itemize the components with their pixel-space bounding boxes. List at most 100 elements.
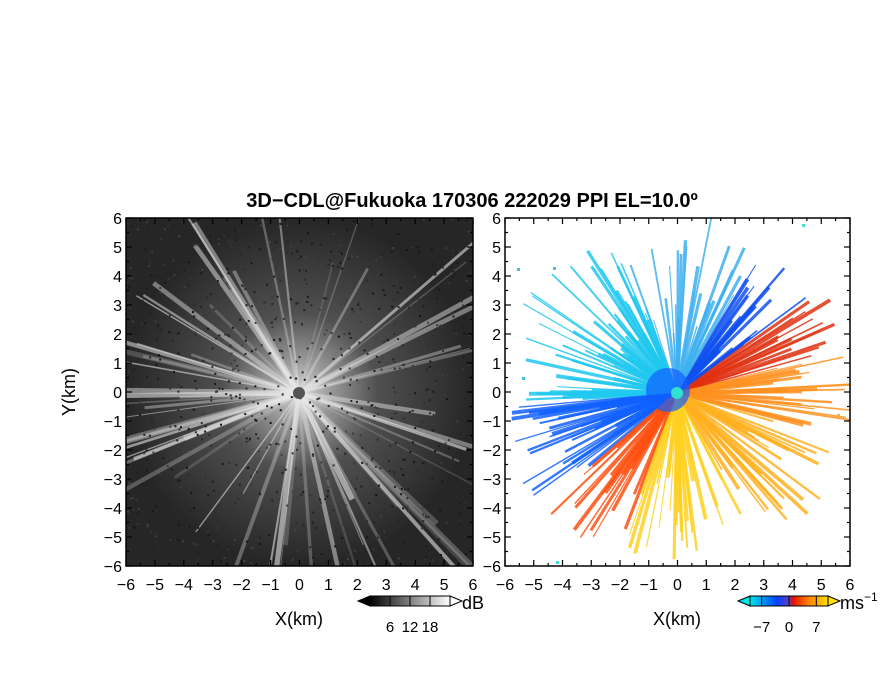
y-tick-label: 4 [492, 269, 501, 286]
reflectivity-speckle [372, 540, 375, 543]
reflectivity-speckle [380, 368, 383, 371]
reflectivity-speckle [250, 546, 253, 549]
reflectivity-speckle [353, 417, 356, 420]
reflectivity-speckle [325, 329, 328, 332]
y-tick-label: 0 [492, 385, 501, 402]
reflectivity-speckle [155, 363, 158, 366]
reflectivity-ray [297, 267, 369, 394]
reflectivity-speckle [250, 483, 253, 486]
reflectivity-speckle [354, 488, 357, 491]
reflectivity-speckle [332, 509, 335, 512]
reflectivity-speckle [319, 501, 322, 504]
reflectivity-speckle [137, 507, 140, 510]
reflectivity-speckle [417, 389, 420, 392]
reflectivity-speckle [313, 259, 316, 262]
reflectivity-speckle [348, 332, 351, 335]
reflectivity-speckle [336, 447, 339, 450]
reflectivity-speckle [192, 507, 195, 510]
reflectivity-speckle [221, 462, 224, 465]
reflectivity-ray [152, 281, 301, 395]
reflectivity-speckle [177, 332, 180, 335]
reflectivity-speckle [327, 490, 330, 493]
velocity-panel: −6 −5 −4 −3 −2 −1 0 1 2 3 4 5 6 −6 −5 −4 −3 −2 −1 0 1 2 3 4 5 6 X… [483, 211, 855, 629]
reflectivity-speckle [348, 347, 351, 350]
reflectivity-speckle [438, 373, 441, 376]
reflectivity-speckle [367, 400, 370, 403]
reflectivity-speckle [253, 469, 256, 472]
reflectivity-speckle [359, 562, 362, 565]
reflectivity-speckle [378, 534, 381, 537]
reflectivity-speckle [146, 524, 149, 527]
reflectivity-speckle [383, 293, 386, 296]
x-tick-label: −2 [233, 577, 251, 594]
reflectivity-speckle [274, 318, 277, 321]
reflectivity-speckle [330, 248, 333, 251]
reflectivity-speckle [331, 264, 334, 267]
reflectivity-speckle [422, 520, 425, 523]
reflectivity-speckle [252, 401, 255, 404]
reflectivity-speckle [138, 559, 141, 562]
reflectivity-speckle [290, 427, 293, 430]
reflectivity-speckle [466, 517, 469, 520]
reflectivity-speckle [151, 548, 154, 551]
reflectivity-speckle [411, 246, 414, 249]
reflectivity-speckle [151, 510, 154, 513]
reflectivity-speckle [450, 551, 453, 554]
reflectivity-speckle [169, 455, 172, 458]
velocity-colorbar-unit: ms−1 [840, 590, 878, 613]
reflectivity-speckle [231, 326, 234, 329]
reflectivity-speckle [314, 375, 317, 378]
reflectivity-speckle [330, 332, 333, 335]
reflectivity-speckle [456, 495, 459, 498]
reflectivity-speckle [451, 457, 454, 460]
reflectivity-speckle [229, 344, 232, 347]
reflectivity-speckle [330, 250, 333, 253]
reflectivity-speckle [404, 421, 407, 424]
reflectivity-speckle [305, 283, 308, 286]
reflectivity-speckle [299, 255, 302, 258]
reflectivity-speckle [162, 380, 165, 383]
reflectivity-speckle [176, 479, 179, 482]
reflectivity-speckle [271, 326, 274, 329]
reflectivity-speckle [315, 380, 318, 383]
reflectivity-speckle [328, 501, 331, 504]
x-tick-label: 0 [295, 577, 304, 594]
reflectivity-speckle [458, 249, 461, 252]
reflectivity-speckle [245, 437, 248, 440]
reflectivity-speckle [455, 525, 458, 528]
reflectivity-speckle [463, 332, 466, 335]
reflectivity-speckle [268, 240, 271, 243]
y-tick-label: −5 [483, 530, 501, 547]
reflectivity-speckle [460, 300, 463, 303]
y-tick-label: 1 [492, 356, 501, 373]
reflectivity-speckle [180, 416, 183, 419]
reflectivity-speckle [365, 258, 368, 261]
reflectivity-speckle [243, 398, 246, 401]
y-tick-label: 3 [113, 298, 122, 315]
velocity-ray [676, 392, 804, 427]
reflectivity-speckle [414, 320, 417, 323]
reflectivity-speckle [346, 411, 349, 414]
reflectivity-speckle [305, 527, 308, 530]
reflectivity-speckle [297, 228, 300, 231]
x-tick-label: −2 [611, 577, 629, 594]
reflectivity-speckle [271, 296, 274, 299]
reflectivity-speckle [353, 285, 356, 288]
reflectivity-speckle [322, 297, 325, 300]
reflectivity-speckle [325, 477, 328, 480]
reflectivity-speckle [329, 559, 332, 562]
reflectivity-speckle [382, 512, 385, 515]
y-tick-label: 1 [113, 356, 122, 373]
reflectivity-speckle [329, 259, 332, 262]
reflectivity-speckle [245, 322, 248, 325]
reflectivity-speckle [193, 230, 196, 233]
reflectivity-speckle [420, 420, 423, 423]
velocity-ray [676, 392, 815, 410]
reflectivity-speckle [154, 505, 157, 508]
reflectivity-speckle [417, 297, 420, 300]
reflectivity-speckle [421, 220, 424, 223]
reflectivity-speckle [289, 376, 292, 379]
reflectivity-colorbar: 6 12 18 dB [356, 593, 484, 636]
reflectivity-ray [126, 392, 300, 418]
reflectivity-speckle [319, 415, 322, 418]
